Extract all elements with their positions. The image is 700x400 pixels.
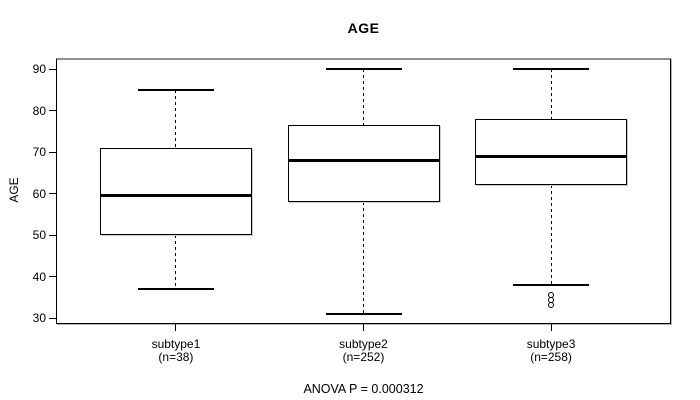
y-axis-tick: [49, 317, 56, 319]
upper-whisker-line: [363, 69, 364, 126]
y-axis-tick: [49, 234, 56, 236]
lower-whisker-line: [550, 185, 552, 285]
upper-whisker-line: [550, 69, 552, 119]
y-axis-tick: [49, 110, 56, 112]
boxplot-box-subtype1: [99, 148, 252, 236]
y-axis-tick-label: 60: [32, 186, 46, 201]
lower-whisker-line: [175, 235, 177, 290]
group-name-label: subtype3: [526, 337, 576, 351]
anova-annotation: ANOVA P = 0.000312: [303, 382, 424, 396]
boxplot-box-subtype2: [287, 125, 440, 202]
x-axis-group-label: subtype1 (n=38): [106, 338, 246, 364]
y-axis-tick: [49, 276, 56, 278]
upper-whisker-line: [175, 89, 177, 149]
upper-whisker-cap: [513, 68, 590, 70]
median-line: [287, 158, 440, 162]
y-axis-tick: [49, 68, 56, 70]
group-n-label: (n=38): [158, 350, 194, 364]
upper-whisker-cap: [325, 68, 402, 70]
group-name-label: subtype1: [151, 337, 201, 351]
outlier-point: [548, 301, 555, 308]
x-axis-group-label: subtype2 (n=252): [294, 338, 434, 364]
x-axis-tick: [175, 324, 177, 331]
chart-title: AGE: [347, 20, 380, 36]
group-n-label: (n=252): [342, 350, 385, 364]
boxplot-box-subtype3: [475, 119, 628, 186]
y-axis-tick-label: 50: [32, 228, 46, 243]
y-axis-tick-label: 80: [32, 103, 46, 118]
median-line: [99, 194, 252, 198]
y-axis-tick-label: 40: [32, 269, 46, 284]
lower-whisker-line: [363, 201, 364, 315]
group-n-label: (n=258): [530, 350, 572, 364]
lower-whisker-cap: [325, 313, 402, 315]
y-axis-tick: [49, 151, 56, 153]
y-axis-tick: [49, 193, 56, 195]
median-line: [475, 154, 628, 158]
y-axis-tick-label: 30: [32, 311, 46, 326]
x-axis-group-label: subtype3 (n=258): [481, 338, 621, 364]
x-axis-tick: [550, 324, 552, 331]
x-axis-tick: [363, 324, 364, 331]
y-axis-tick-label: 90: [32, 62, 46, 77]
plot-area: [56, 58, 671, 324]
upper-whisker-cap: [137, 89, 214, 91]
group-name-label: subtype2: [339, 337, 388, 351]
lower-whisker-cap: [513, 284, 590, 286]
lower-whisker-cap: [137, 288, 214, 290]
y-axis-tick-label: 70: [32, 145, 46, 160]
